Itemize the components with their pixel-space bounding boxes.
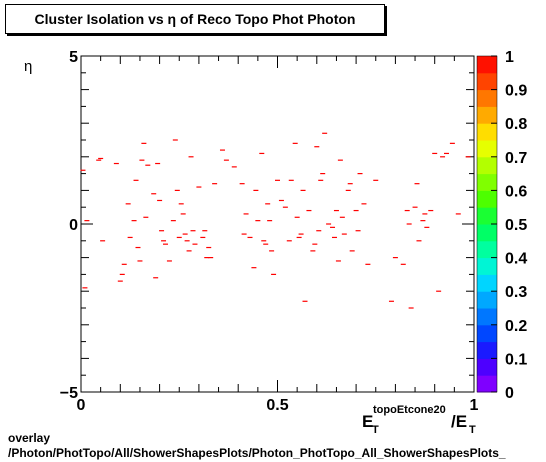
colorbar-tick-label: 0.6 xyxy=(505,183,527,200)
colorbar-segment xyxy=(477,324,497,343)
colorbar-segment xyxy=(477,106,497,124)
x-tick-label: 0.5 xyxy=(266,397,288,414)
colorbar-tick-label: 0.9 xyxy=(505,83,527,100)
colorbar-tick-label: 0.8 xyxy=(505,116,527,133)
x-axis-label-main: E xyxy=(362,412,374,431)
colorbar-tick-label: 0.3 xyxy=(505,284,527,301)
colorbar-segment xyxy=(477,257,497,275)
data-points xyxy=(80,132,471,309)
colorbar-segment xyxy=(477,207,497,225)
colorbar-segment xyxy=(477,72,497,91)
color-scale: 0 0.1 0.2 0.3 0.4 0.5 0.6 0.7 0.8 0.9 1 xyxy=(476,49,527,402)
colorbar-segment xyxy=(477,308,497,326)
x-tick-label: 1 xyxy=(470,397,479,414)
colorbar-segment xyxy=(477,291,497,309)
chart-title: Cluster Isolation vs η of Reco Topo Phot… xyxy=(34,11,356,27)
colorbar-segment xyxy=(477,341,497,359)
colorbar-tick-label: 0.7 xyxy=(505,150,527,167)
x-axis-label-sub2: T xyxy=(469,424,476,436)
colorbar-segment xyxy=(477,89,497,107)
colorbar-segment xyxy=(477,173,497,191)
colorbar-tick-label: 0.4 xyxy=(505,251,527,268)
y-axis-label: η xyxy=(24,58,33,75)
colorbar-tick-label: 0.2 xyxy=(505,318,527,335)
x-axis-label: E T topoEtcone20 /E T xyxy=(362,404,492,440)
x-axis-label-sup: topoEtcone20 xyxy=(373,404,446,416)
y-tick-label: −5 xyxy=(60,385,78,402)
x-tick-label: 0 xyxy=(77,397,86,414)
colorbar-segment xyxy=(477,140,497,158)
colorbar-segment xyxy=(477,156,497,175)
colorbar-tick-label: 1 xyxy=(505,49,514,66)
footer-overlay: overlay xyxy=(8,431,51,445)
colorbar-segment xyxy=(477,123,497,141)
colorbar-segment xyxy=(477,56,497,74)
colorbar-segment xyxy=(477,224,497,242)
colorbar-segment xyxy=(477,358,497,376)
colorbar-tick-label: 0 xyxy=(505,385,514,402)
footer-path: /Photon/PhotTopo/All/ShowerShapesPlots/P… xyxy=(8,446,506,460)
chart-title-box: Cluster Isolation vs η of Reco Topo Phot… xyxy=(5,4,385,34)
y-tick-label: 5 xyxy=(69,49,78,66)
colorbar-segment xyxy=(477,274,497,292)
y-tick-label: 0 xyxy=(69,217,78,234)
colorbar-tick-label: 0.1 xyxy=(505,351,527,368)
colorbar-tick-label: 0.5 xyxy=(505,217,527,234)
x-axis-label-sub: T xyxy=(372,424,379,436)
colorbar-segment xyxy=(477,240,497,259)
plot-frame xyxy=(80,55,475,393)
colorbar-segment xyxy=(477,375,497,393)
x-axis-label-slash: /E xyxy=(451,412,468,431)
colorbar-segment xyxy=(477,190,497,208)
